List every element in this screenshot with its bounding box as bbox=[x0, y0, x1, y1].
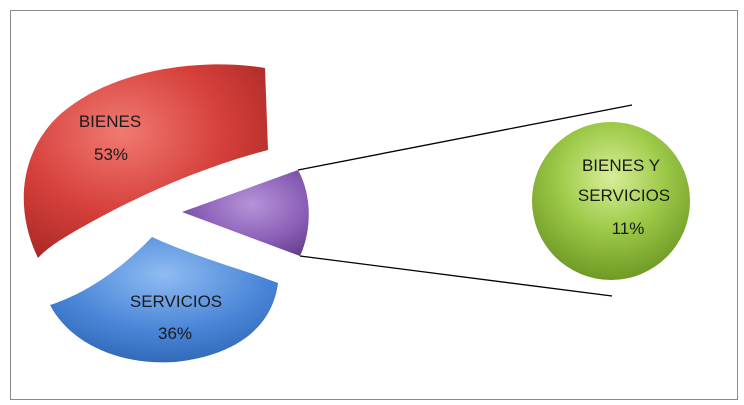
label-servicios-name: SERVICIOS bbox=[130, 292, 222, 311]
label-servicios-percent: 36% bbox=[158, 324, 192, 343]
connector-line-bottom bbox=[299, 255, 613, 297]
slice-bienes bbox=[23, 64, 268, 258]
label-bienes-percent: 53% bbox=[94, 145, 128, 164]
connector-line-top bbox=[297, 104, 633, 171]
slice-bienes-y-servicios bbox=[182, 170, 309, 256]
secondary-pie-circle bbox=[532, 122, 690, 280]
label-bienes-name: BIENES bbox=[79, 112, 141, 131]
label-secondary-line2: SERVICIOS bbox=[578, 186, 670, 205]
label-secondary-percent: 11% bbox=[612, 219, 645, 238]
slice-servicios bbox=[50, 237, 278, 363]
label-secondary-line1: BIENES Y bbox=[582, 156, 660, 175]
